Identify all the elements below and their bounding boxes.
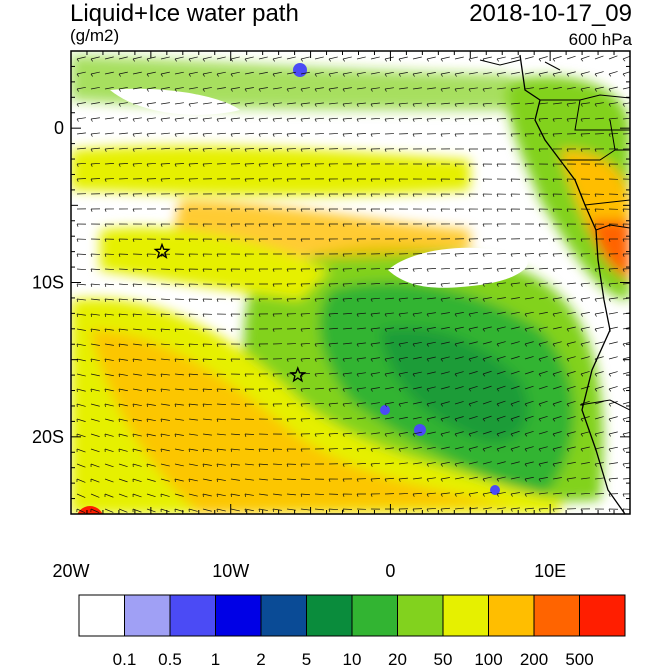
colorbar-label: 2 bbox=[256, 650, 265, 667]
colorbar-swatch bbox=[78, 594, 125, 637]
colorbar-label: 50 bbox=[434, 650, 453, 667]
wind-barbs bbox=[76, 55, 630, 514]
axis-tick-labels: 20W 10W 0 10E 0 10S 20S bbox=[32, 118, 566, 581]
colorbar-label: 0.5 bbox=[158, 650, 182, 667]
datetime-label: 2018-10-17_09 bbox=[469, 0, 632, 27]
colorbar-swatch bbox=[306, 594, 353, 637]
colorbar-label: 0.1 bbox=[113, 650, 137, 667]
units-label: (g/m2) bbox=[70, 26, 120, 45]
pressure-level-label: 600 hPa bbox=[568, 30, 632, 49]
colorbar-swatch bbox=[533, 594, 580, 637]
colorbar-labels: 0.1 0.5 1 2 5 10 20 50 100 200 500 bbox=[113, 650, 594, 667]
colorbar-label: 20 bbox=[388, 650, 407, 667]
colorbar-swatch bbox=[442, 594, 489, 637]
colorbar-label: 500 bbox=[565, 650, 593, 667]
country-borders bbox=[479, 59, 630, 411]
colorbar-label: 5 bbox=[302, 650, 311, 667]
colorbar-label: 10 bbox=[343, 650, 362, 667]
colorbar-label: 200 bbox=[520, 650, 548, 667]
colorbar bbox=[78, 594, 626, 637]
star-marker bbox=[153, 242, 171, 259]
colorbar-swatch bbox=[351, 594, 398, 637]
star-marker bbox=[289, 366, 307, 383]
x-tick-label: 20W bbox=[52, 561, 89, 581]
x-tick-label: 10W bbox=[212, 561, 249, 581]
colorbar-swatch bbox=[124, 594, 171, 637]
axis-ticks bbox=[70, 50, 631, 515]
colorbar-swatch bbox=[215, 594, 262, 637]
x-tick-label: 10E bbox=[534, 561, 566, 581]
y-tick-label: 20S bbox=[32, 427, 64, 447]
colorbar-swatch bbox=[260, 594, 307, 637]
colorbar-label: 1 bbox=[211, 650, 220, 667]
colorbar-swatch bbox=[579, 594, 626, 637]
x-tick-label: 0 bbox=[385, 561, 395, 581]
y-tick-label: 0 bbox=[54, 118, 64, 138]
colorbar-swatch bbox=[169, 594, 216, 637]
chart-title: Liquid+Ice water path bbox=[70, 0, 299, 27]
station-markers bbox=[153, 242, 307, 383]
y-tick-label: 10S bbox=[32, 273, 64, 293]
cloud-field bbox=[71, 51, 630, 514]
colorbar-label: 100 bbox=[474, 650, 502, 667]
colorbar-swatch bbox=[488, 594, 535, 637]
colorbar-swatch bbox=[397, 594, 444, 637]
